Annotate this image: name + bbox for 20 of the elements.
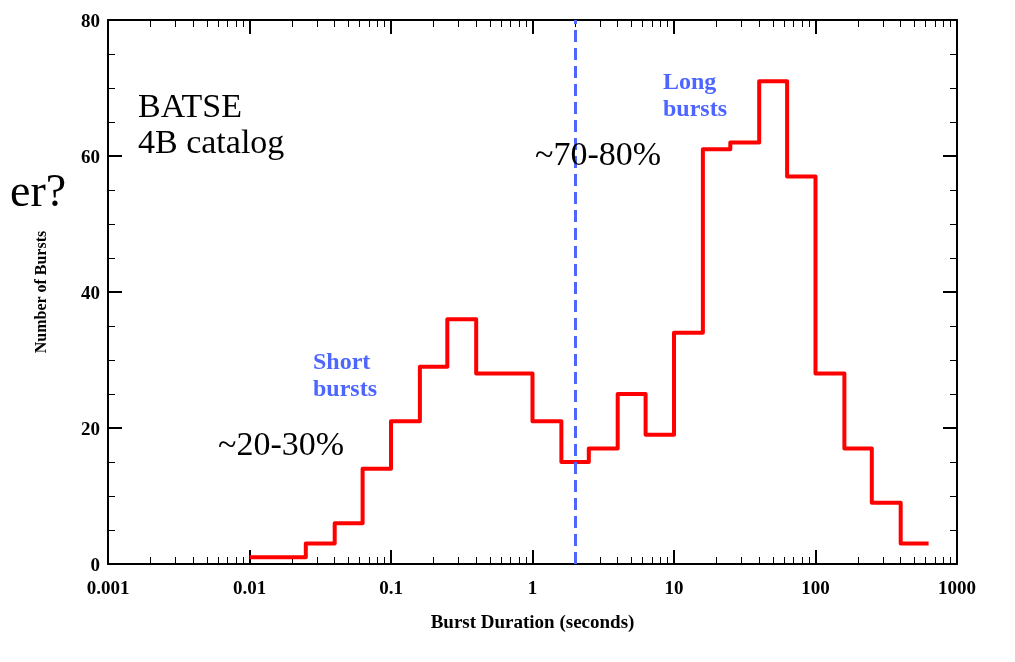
x-tick-label: 100 [801,577,830,598]
x-tick-label: 1 [527,577,538,598]
text: er? [10,164,67,216]
y-tick-label: 80 [81,9,100,31]
x-axis-title: Burst Duration (seconds) [430,611,635,633]
y-tick-label: 40 [81,281,100,303]
x-tick-label: 10 [664,577,684,598]
y-tick-label: 0 [90,553,100,575]
annotation: Short bursts [313,348,378,401]
y-tick-label: 20 [81,417,100,439]
annotation: BATSE 4B catalog [138,87,285,161]
x-tick-label: 0.1 [379,577,403,598]
annotation: ~70-80% [535,135,662,173]
y-axis-title: Number of Bursts [31,230,49,354]
x-tick-label: 1000 [938,577,976,598]
y-tick-label: 60 [81,145,100,167]
annotation: Long bursts [663,68,728,121]
x-tick-label: 0.001 [86,577,130,598]
annotation: ~20-30% [218,425,345,463]
x-tick-label: 0.01 [232,577,267,598]
